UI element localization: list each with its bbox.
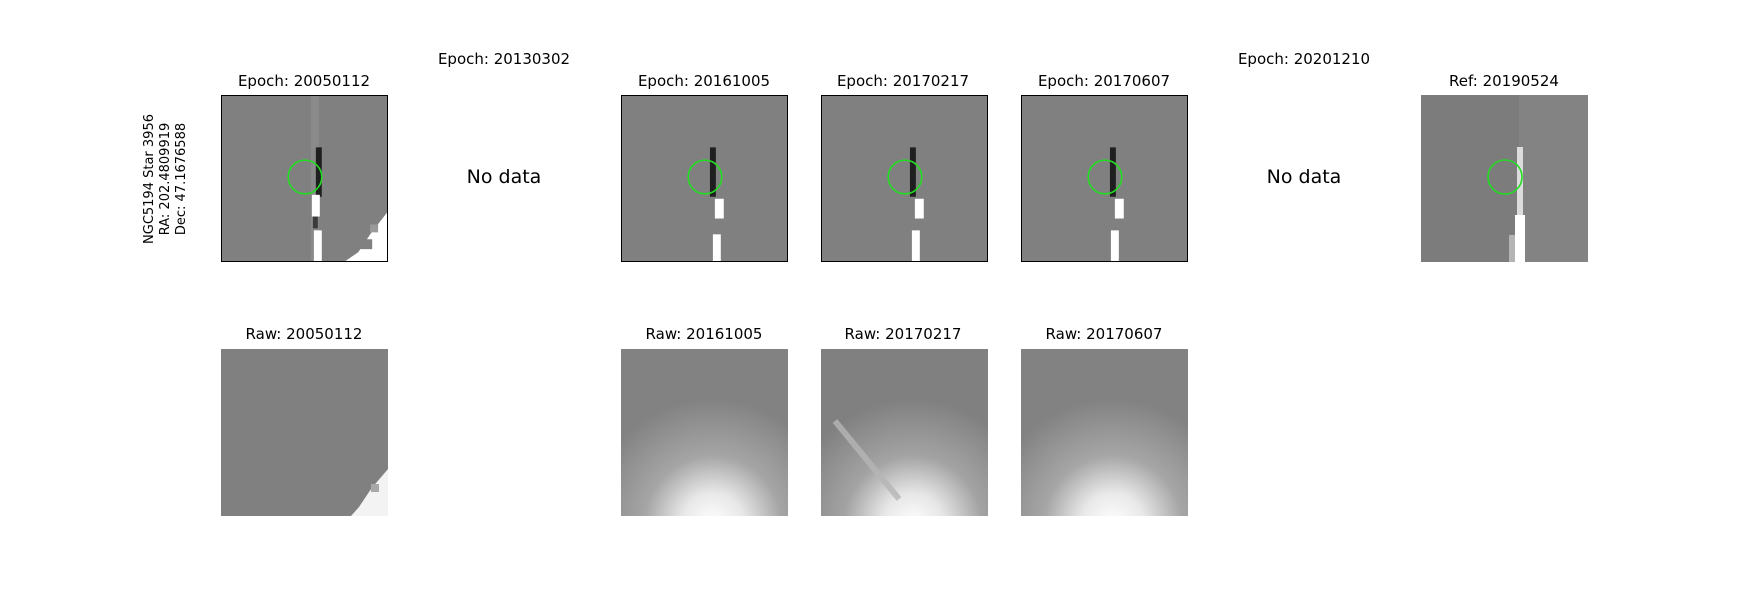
difference-image: [621, 95, 788, 262]
target-info: NGC5194 Star 3956 RA: 202.4809919 Dec: 4…: [142, 114, 190, 244]
difference-image: [1021, 95, 1188, 262]
no-data-text: No data: [1266, 166, 1342, 188]
reference-image: [1421, 95, 1588, 262]
target-dec: Dec: 47.1676588: [174, 122, 189, 236]
target-ra: RA: 202.4809919: [158, 122, 173, 236]
aperture-circle: [1087, 159, 1123, 195]
aperture-circle: [687, 159, 723, 195]
ref-label: Ref: 20190524: [1449, 72, 1559, 90]
epoch-label: Epoch: 20170607: [1037, 72, 1171, 90]
epoch-label: Epoch: 20201210: [1237, 50, 1371, 68]
target-name: NGC5194 Star 3956: [142, 114, 157, 244]
raw-image: [821, 349, 988, 516]
epoch-label: Epoch: 20161005: [637, 72, 771, 90]
difference-image: [821, 95, 988, 262]
raw-label: Raw: 20050112: [245, 325, 363, 343]
raw-label: Raw: 20161005: [645, 325, 763, 343]
epoch-label: Epoch: 20130302: [437, 50, 571, 68]
raw-image: [221, 349, 388, 516]
raw-label: Raw: 20170217: [844, 325, 962, 343]
aperture-circle: [887, 159, 923, 195]
raw-image: [621, 349, 788, 516]
aperture-circle: [1487, 159, 1523, 195]
aperture-circle: [287, 159, 323, 195]
no-data-text: No data: [466, 166, 542, 188]
raw-image: [1021, 349, 1188, 516]
epoch-label: Epoch: 20050112: [237, 72, 371, 90]
epoch-label: Epoch: 20170217: [836, 72, 970, 90]
difference-image: [221, 95, 388, 262]
raw-label: Raw: 20170607: [1045, 325, 1163, 343]
